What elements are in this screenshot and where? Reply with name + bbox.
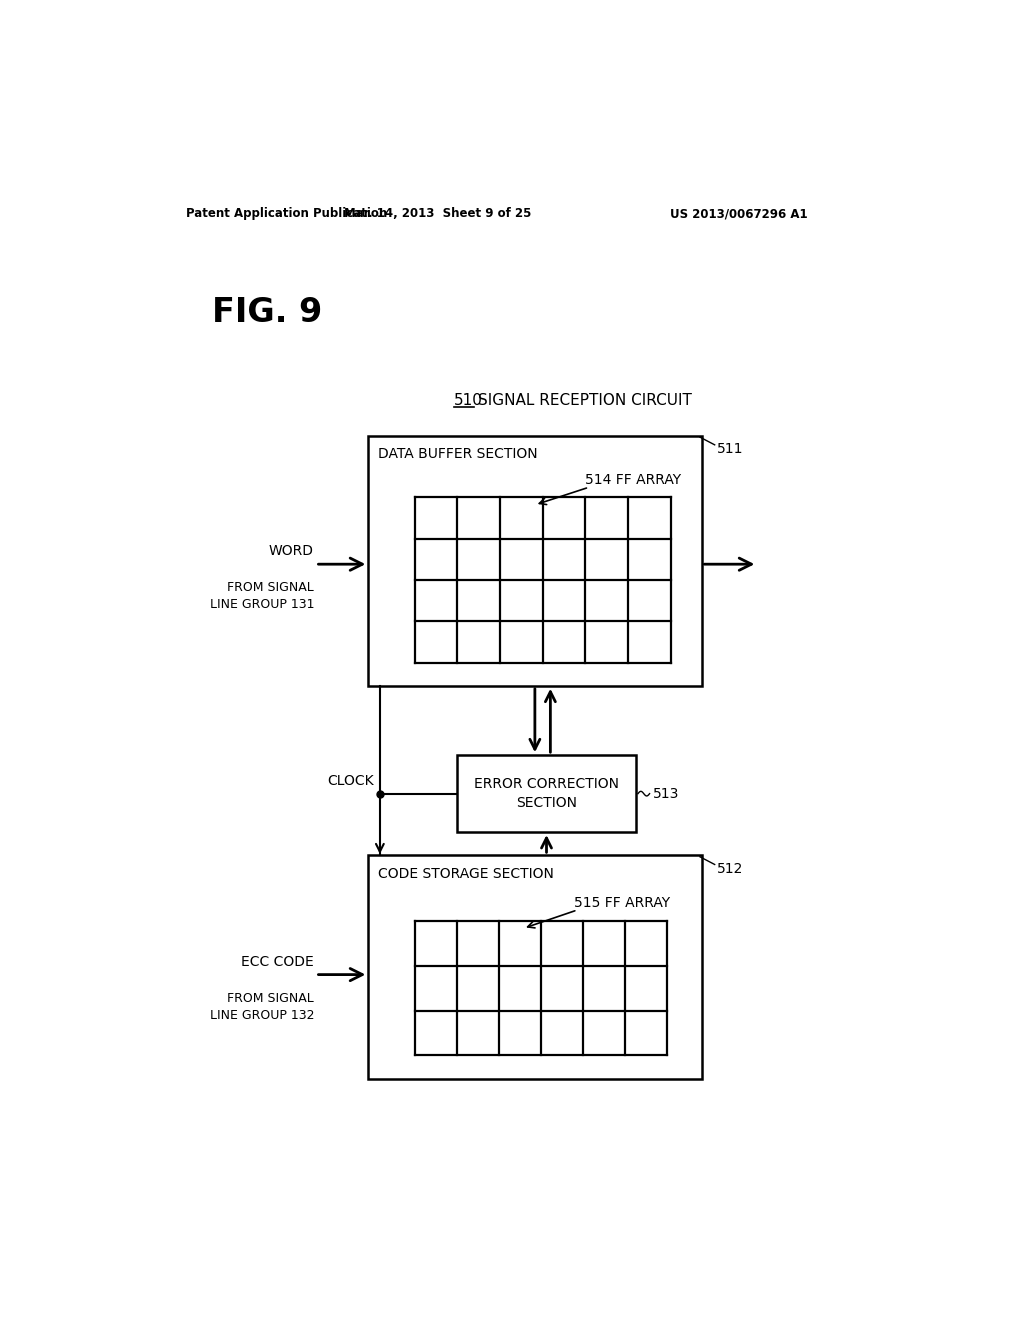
Text: 510: 510	[454, 393, 482, 408]
Text: CLOCK: CLOCK	[327, 775, 374, 788]
Text: CODE STORAGE SECTION: CODE STORAGE SECTION	[378, 867, 553, 880]
Text: Mar. 14, 2013  Sheet 9 of 25: Mar. 14, 2013 Sheet 9 of 25	[344, 207, 531, 220]
Text: ECC CODE: ECC CODE	[242, 954, 314, 969]
Text: ERROR CORRECTION
SECTION: ERROR CORRECTION SECTION	[474, 777, 618, 810]
Text: FIG. 9: FIG. 9	[212, 296, 322, 329]
Text: WORD: WORD	[269, 544, 314, 558]
Text: Patent Application Publication: Patent Application Publication	[186, 207, 387, 220]
Text: US 2013/0067296 A1: US 2013/0067296 A1	[671, 207, 808, 220]
Text: 512: 512	[717, 862, 743, 876]
Text: DATA BUFFER SECTION: DATA BUFFER SECTION	[378, 447, 538, 461]
Text: 515 FF ARRAY: 515 FF ARRAY	[573, 896, 670, 909]
Text: 513: 513	[652, 787, 679, 801]
Text: FROM SIGNAL
LINE GROUP 132: FROM SIGNAL LINE GROUP 132	[210, 991, 314, 1022]
Text: 514 FF ARRAY: 514 FF ARRAY	[586, 474, 681, 487]
Bar	[458, 755, 636, 832]
Text: SIGNAL RECEPTION CIRCUIT: SIGNAL RECEPTION CIRCUIT	[478, 393, 692, 408]
Text: 511: 511	[717, 442, 743, 457]
Bar	[369, 855, 701, 1078]
Text: FROM SIGNAL
LINE GROUP 131: FROM SIGNAL LINE GROUP 131	[210, 581, 314, 611]
Bar	[369, 436, 701, 686]
